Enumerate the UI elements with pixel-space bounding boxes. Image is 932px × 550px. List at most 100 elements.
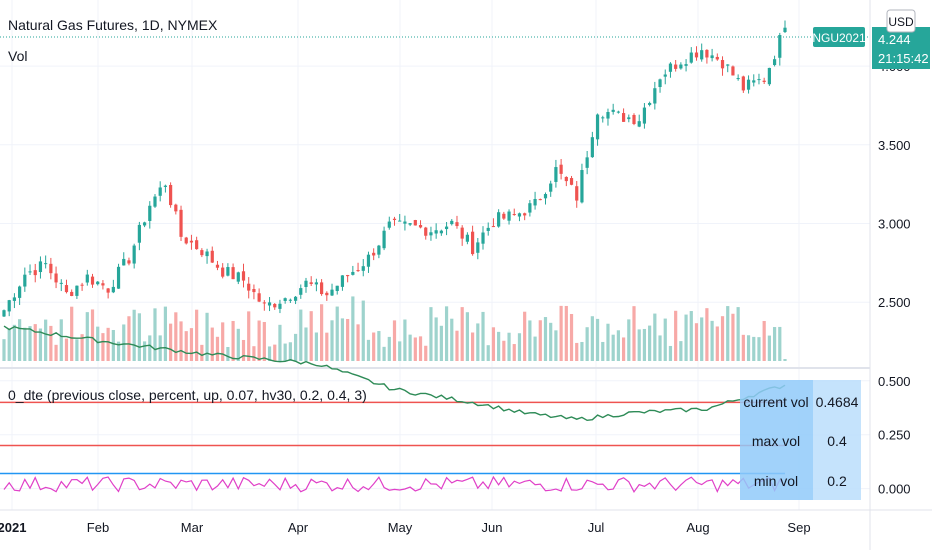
candle-body — [580, 170, 584, 203]
candle-body — [215, 264, 220, 268]
volume-bar — [736, 307, 740, 361]
time-label-may: May — [388, 520, 413, 535]
time-label-feb: Feb — [87, 520, 109, 535]
candle-body — [450, 220, 454, 225]
candle-body — [288, 299, 292, 301]
candle-body — [90, 276, 95, 285]
volume-bar — [444, 306, 449, 361]
currency-button[interactable]: USD — [886, 9, 916, 33]
price-axis[interactable] — [870, 0, 932, 510]
candle-body — [731, 66, 735, 76]
table-value-max-vol: 0.4 — [827, 433, 847, 449]
candle-body — [132, 245, 136, 264]
volume-bar — [590, 316, 594, 361]
candle-body — [621, 113, 626, 122]
volume-bar — [153, 308, 157, 361]
volume-bar — [377, 331, 381, 361]
candle-body — [377, 245, 381, 255]
candle-body — [710, 55, 714, 59]
ticker-badge — [813, 27, 865, 47]
candle-body — [299, 288, 303, 295]
candle-body — [528, 203, 532, 213]
candle-body — [184, 237, 188, 244]
candle-body — [169, 184, 173, 206]
candle-body — [96, 281, 100, 285]
candle-body — [752, 80, 756, 83]
volume-bar — [700, 317, 704, 361]
volume-bars — [2, 296, 787, 361]
volume-bar — [44, 319, 48, 361]
candle-body — [18, 286, 22, 298]
time-axis[interactable]: 2021 Feb Mar Apr May Jun Jul Aug Sep — [0, 520, 811, 535]
candle-body — [330, 289, 334, 296]
volume-bar — [142, 341, 147, 361]
volume-bar — [684, 314, 688, 361]
candle-body — [767, 67, 771, 85]
volume-bar — [642, 328, 647, 361]
volume-bar — [340, 318, 345, 361]
volume-bar — [335, 306, 339, 361]
volume-bar — [715, 326, 719, 361]
price-tick-label: 3.500 — [878, 138, 911, 153]
volume-bar — [273, 344, 277, 361]
volume-bar — [549, 322, 553, 361]
volume-legend[interactable]: Vol — [8, 48, 27, 64]
candle-body — [648, 102, 652, 105]
volume-bar — [403, 319, 407, 361]
candle-body — [33, 270, 37, 276]
vertical-gridlines — [11, 0, 800, 510]
candle-body — [705, 49, 709, 58]
volume-bar — [163, 306, 168, 361]
volume-bar — [507, 332, 511, 361]
table-value-min-vol: 0.2 — [827, 473, 847, 489]
candle-body — [538, 199, 542, 201]
volume-bar — [658, 335, 662, 361]
volume-bar — [767, 335, 771, 361]
volume-bar — [705, 308, 709, 361]
volume-bar — [471, 332, 475, 361]
candle-body — [325, 292, 329, 296]
candle-body — [403, 221, 407, 224]
volume-bar — [366, 339, 371, 361]
candle-body — [262, 302, 266, 304]
candle-body — [189, 240, 194, 243]
volume-bar — [262, 321, 266, 361]
candle-body — [278, 303, 282, 309]
candle-body — [12, 297, 17, 301]
volume-bar — [210, 327, 214, 361]
candle-body — [517, 213, 522, 217]
volume-bar — [200, 344, 204, 361]
volume-bar — [252, 346, 256, 361]
ticker-label: NGU2021 — [812, 31, 866, 45]
candle-body — [783, 27, 787, 33]
volume-bar — [179, 321, 183, 361]
candle-body — [392, 218, 397, 221]
indicator-title[interactable]: 0_dte (previous close, percent, up, 0.07… — [8, 387, 367, 403]
vol-table-value-column — [813, 380, 861, 500]
candle-body — [559, 164, 563, 174]
candle-body — [554, 167, 558, 182]
volume-bar — [450, 318, 454, 361]
volume-bar — [247, 311, 251, 361]
candle-body — [236, 272, 240, 282]
candle-body — [210, 250, 214, 263]
volume-bar — [325, 332, 329, 361]
candle-body — [772, 59, 777, 66]
candle-body — [408, 223, 412, 225]
candle-body — [356, 270, 360, 272]
indicator-tick-label: 0.000 — [878, 482, 911, 497]
volume-bar — [502, 340, 506, 361]
candle-body — [54, 273, 58, 283]
volume-bar — [429, 307, 433, 361]
volume-bar — [361, 300, 365, 361]
symbol-title[interactable]: Natural Gas Futures, 1D, NYMEX — [8, 17, 218, 33]
candle-body — [590, 137, 594, 158]
volume-bar — [90, 309, 95, 361]
volume-bar — [595, 318, 600, 361]
volume-bar — [528, 320, 532, 361]
candle-body — [684, 64, 688, 66]
candle-body — [606, 112, 610, 119]
volume-bar — [257, 320, 261, 361]
candle-body — [668, 63, 673, 72]
volume-bar — [559, 305, 563, 361]
